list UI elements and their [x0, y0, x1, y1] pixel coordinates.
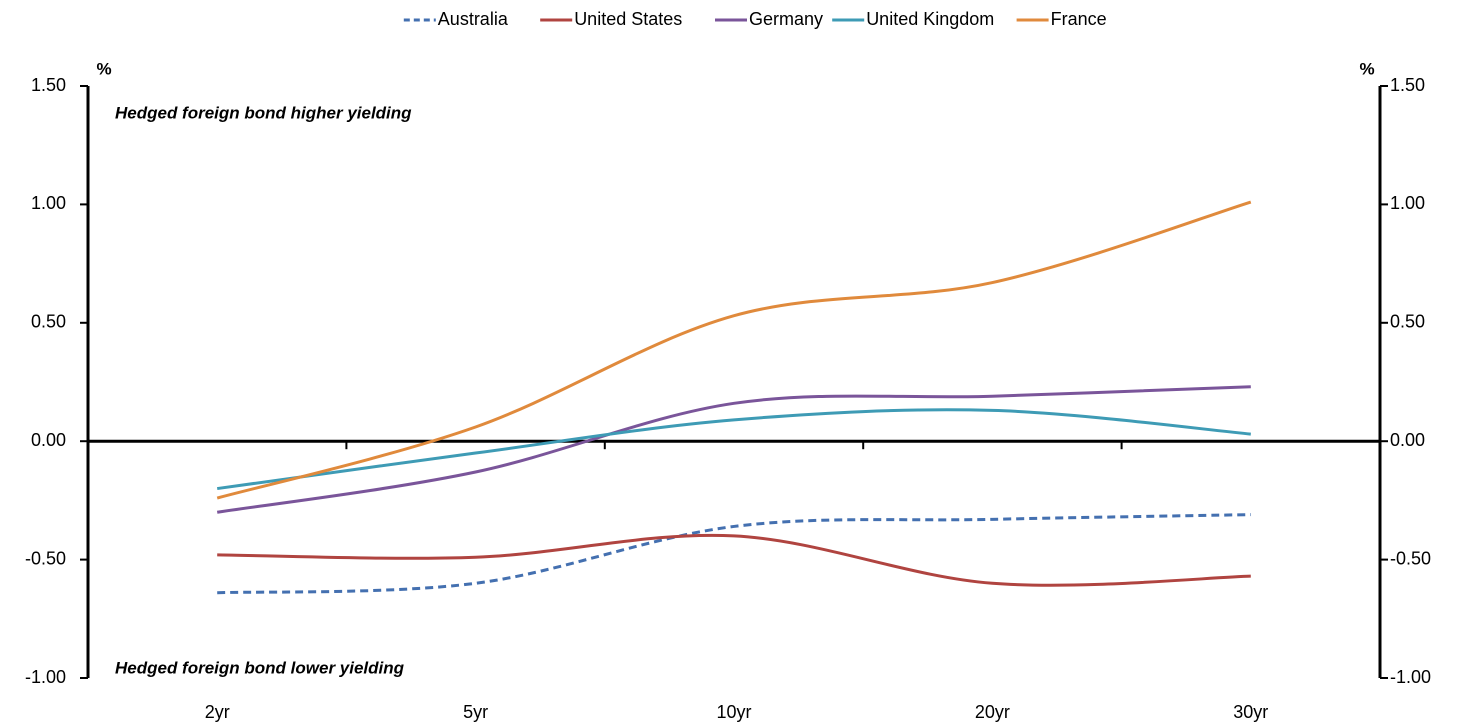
y-tick-label: 0.50 — [31, 312, 66, 332]
y2-tick-label: -1.00 — [1390, 667, 1431, 687]
legend-label: Australia — [438, 9, 509, 29]
y-tick-label: 1.00 — [31, 193, 66, 213]
legend-label: Germany — [749, 9, 823, 29]
y-tick-label: 1.50 — [31, 75, 66, 95]
y-axis-unit: % — [96, 59, 111, 78]
y2-tick-label: 1.00 — [1390, 193, 1425, 213]
legend-label: France — [1051, 9, 1107, 29]
y-tick-label: -1.00 — [25, 667, 66, 687]
legend-label: United States — [574, 9, 682, 29]
series-line — [217, 533, 1251, 587]
series-line — [216, 200, 1252, 500]
series-line — [216, 385, 1251, 514]
y2-tick-label: 0.50 — [1390, 312, 1425, 332]
y-tick-label: -0.50 — [25, 548, 66, 568]
x-tick-label: 20yr — [975, 702, 1010, 722]
y2-axis-unit: % — [1359, 59, 1374, 78]
series-line — [217, 513, 1251, 595]
y2-tick-label: -0.50 — [1390, 548, 1431, 568]
annotation: Hedged foreign bond lower yielding — [115, 658, 405, 677]
series-line — [216, 408, 1251, 491]
y2-tick-label: 0.00 — [1390, 430, 1425, 450]
legend-label: United Kingdom — [866, 9, 994, 29]
x-tick-label: 5yr — [463, 702, 488, 722]
y2-tick-label: 1.50 — [1390, 75, 1425, 95]
x-tick-label: 2yr — [205, 702, 230, 722]
annotation: Hedged foreign bond higher yielding — [115, 103, 412, 122]
y-tick-label: 0.00 — [31, 430, 66, 450]
x-tick-label: 30yr — [1233, 702, 1268, 722]
x-tick-label: 10yr — [716, 702, 751, 722]
